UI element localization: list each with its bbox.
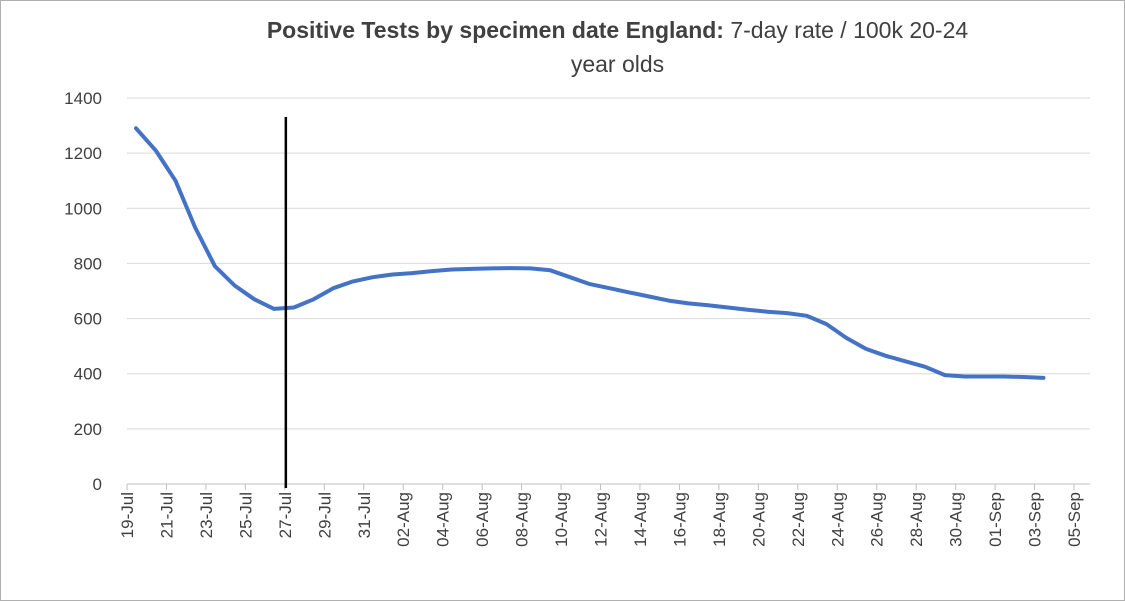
- y-tick-label: 400: [74, 365, 102, 384]
- x-tick-label: 03-Sep: [1026, 492, 1045, 547]
- x-tick-label: 29-Jul: [315, 492, 334, 538]
- x-tick-label: 02-Aug: [394, 492, 413, 547]
- chart-title-regular: 7-day rate / 100k 20-24: [730, 17, 969, 43]
- x-tick-label: 18-Aug: [710, 492, 729, 547]
- x-tick-label: 23-Jul: [197, 492, 216, 538]
- y-tick-label: 200: [74, 420, 102, 439]
- y-axis-tick-labels: 0 200 400 600 800 1000 1200 1400: [64, 89, 102, 494]
- chart-title-bold: Positive Tests by specimen date England:: [266, 17, 724, 43]
- x-tick-label: 19-Jul: [118, 492, 137, 538]
- x-tick-label: 20-Aug: [749, 492, 768, 547]
- series-line: [134, 126, 1046, 380]
- x-tick-label: 06-Aug: [473, 492, 492, 547]
- x-tick-label: 28-Aug: [907, 492, 926, 547]
- x-tick-label: 30-Aug: [947, 492, 966, 547]
- x-tick-label: 01-Sep: [986, 492, 1005, 547]
- y-tick-label: 0: [93, 475, 102, 494]
- x-tick-label: 24-Aug: [828, 492, 847, 547]
- x-tick-label: 08-Aug: [513, 492, 532, 547]
- y-tick-label: 600: [74, 310, 102, 329]
- x-tick-label: 21-Jul: [157, 492, 176, 538]
- y-tick-label: 1200: [64, 144, 102, 163]
- chart-title-line2: year olds: [570, 51, 665, 77]
- x-tick-label: 22-Aug: [789, 492, 808, 547]
- gridlines: [127, 97, 1090, 430]
- x-tick-label: 26-Aug: [868, 492, 887, 547]
- x-tick-label: 31-Jul: [355, 492, 374, 538]
- chart-title: Positive Tests by specimen date England:…: [0, 12, 1125, 77]
- x-tick-label: 10-Aug: [552, 492, 571, 547]
- x-tick-label: 12-Aug: [592, 492, 611, 547]
- x-tick-label: 16-Aug: [670, 492, 689, 547]
- x-tick-label: 25-Jul: [236, 492, 255, 538]
- y-tick-label: 800: [74, 254, 102, 273]
- y-tick-label: 1400: [64, 89, 102, 108]
- y-tick-label: 1000: [64, 199, 102, 218]
- x-tick-label: 04-Aug: [434, 492, 453, 547]
- x-tick-label: 14-Aug: [631, 492, 650, 547]
- x-axis-tick-labels: 19-Jul 21-Jul 23-Jul 25-Jul 27-Jul 29-Jul 31-J…: [118, 492, 1084, 547]
- axes: [126, 483, 1090, 490]
- series-layer: [134, 126, 1046, 380]
- x-tick-label: 05-Sep: [1065, 492, 1084, 547]
- x-tick-label: 27-Jul: [276, 492, 295, 538]
